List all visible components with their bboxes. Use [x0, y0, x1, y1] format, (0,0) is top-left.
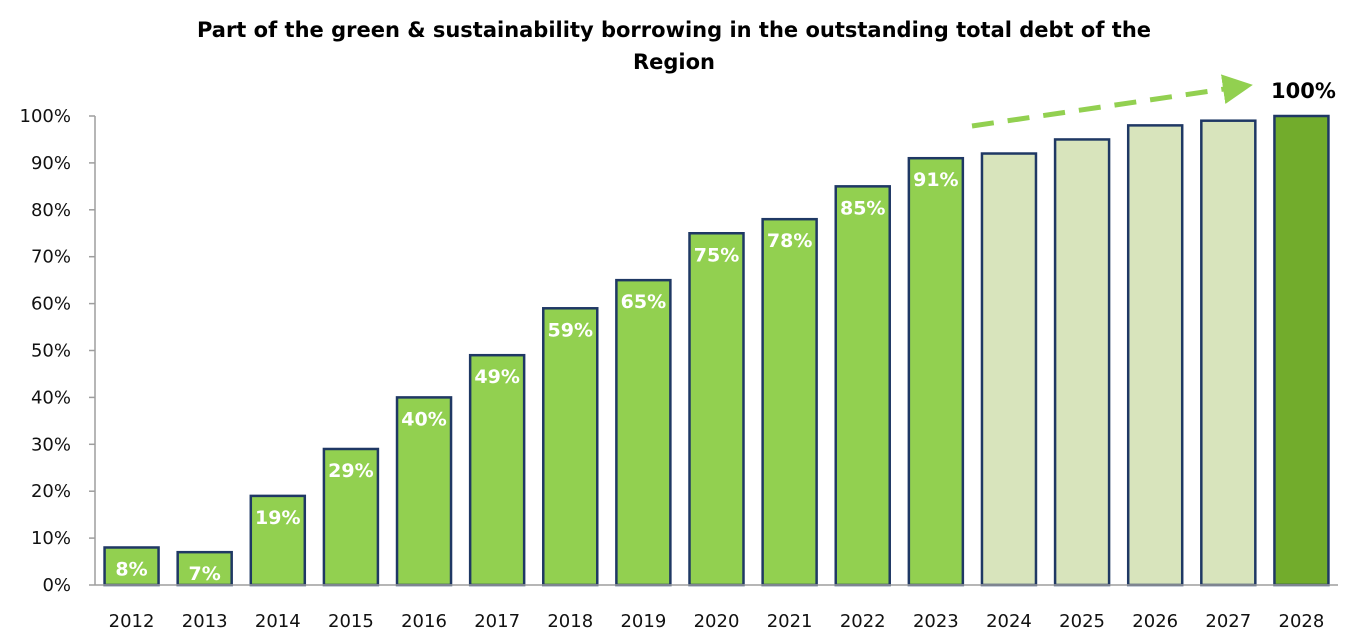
y-tick-label: 60% [31, 294, 71, 315]
bar-2023 [907, 156, 965, 587]
data-label-2017: 49% [474, 366, 519, 388]
x-tick-label: 2027 [1205, 611, 1251, 632]
x-tick-label: 2025 [1059, 611, 1105, 632]
x-tick-label: 2012 [109, 611, 155, 632]
data-label-2019: 65% [621, 291, 666, 313]
x-tick-label: 2021 [767, 611, 813, 632]
chart-title-line-2: Region [632, 50, 716, 74]
y-tick-label: 70% [31, 247, 71, 268]
x-axis: 2012 2013 2014 2015 2016 2017 2018 2019 2020 2021… [95, 584, 1338, 632]
bar-2014 [249, 494, 307, 587]
bar-2021 [761, 217, 818, 587]
bar-2017 [468, 353, 526, 587]
bar-2024 [980, 152, 1038, 587]
x-tick-label: 2015 [328, 611, 374, 632]
y-axis: 0% 10% 20% 30% 40% 50% 60% 70% 80% 90% 100% [20, 106, 96, 596]
data-label-2014: 19% [255, 507, 300, 529]
bar-2016 [395, 396, 453, 587]
data-label-2020: 75% [694, 244, 739, 266]
x-tick-label: 2028 [1279, 611, 1325, 632]
bar-2018 [542, 307, 599, 587]
bar-2022 [834, 185, 891, 587]
chart-title-line-1: Part of the green & sustainability borro… [196, 18, 1152, 42]
bar-2013 [176, 550, 233, 587]
bar-2026 [1126, 124, 1184, 587]
x-tick-label: 2024 [986, 611, 1032, 632]
y-tick-label: 20% [31, 481, 71, 502]
bar-2027 [1200, 119, 1257, 587]
data-label-2022: 85% [840, 197, 885, 219]
chart-title: Part of the green & sustainability borro… [0, 14, 1348, 78]
trend-arrow [971, 74, 1253, 129]
x-tick-label: 2026 [1132, 611, 1178, 632]
x-tick-label: 2020 [694, 611, 740, 632]
bar-2019 [615, 278, 672, 587]
bar-2015 [322, 447, 380, 587]
x-tick-label: 2023 [913, 611, 959, 632]
y-tick-label: 80% [31, 200, 71, 221]
x-tick-label: 2014 [255, 611, 301, 632]
x-tick-label: 2017 [474, 611, 520, 632]
x-tick-label: 2013 [182, 611, 228, 632]
bar-2025 [1053, 138, 1111, 587]
x-tick-label: 2016 [401, 611, 447, 632]
data-label-2012: 8% [115, 558, 147, 580]
y-tick-label: 100% [20, 106, 71, 127]
bar-2012 [103, 546, 160, 587]
x-tick-label: 2022 [840, 611, 886, 632]
data-labels: 8% 7% 19% 29% 40% 49% 59% 65% 75% 78% 85% 91% 100% [115, 79, 1335, 585]
data-label-2013: 7% [189, 563, 221, 585]
bar-2028 [1273, 114, 1330, 587]
data-label-2015: 29% [328, 460, 373, 482]
bars [103, 114, 1330, 587]
data-label-2021: 78% [767, 230, 812, 252]
data-label-2018: 59% [548, 319, 593, 341]
y-tick-label: 30% [31, 434, 71, 455]
bar-2020 [688, 232, 745, 587]
data-label-2023: 91% [913, 169, 958, 191]
y-tick-label: 90% [31, 153, 71, 174]
data-label-2016: 40% [401, 408, 446, 430]
y-tick-label: 0% [42, 575, 71, 596]
y-tick-label: 50% [31, 341, 71, 362]
y-tick-label: 40% [31, 387, 71, 408]
y-tick-label: 10% [31, 528, 71, 549]
x-tick-label: 2019 [620, 611, 666, 632]
x-tick-label: 2018 [547, 611, 593, 632]
data-label-2028: 100% [1271, 79, 1336, 103]
